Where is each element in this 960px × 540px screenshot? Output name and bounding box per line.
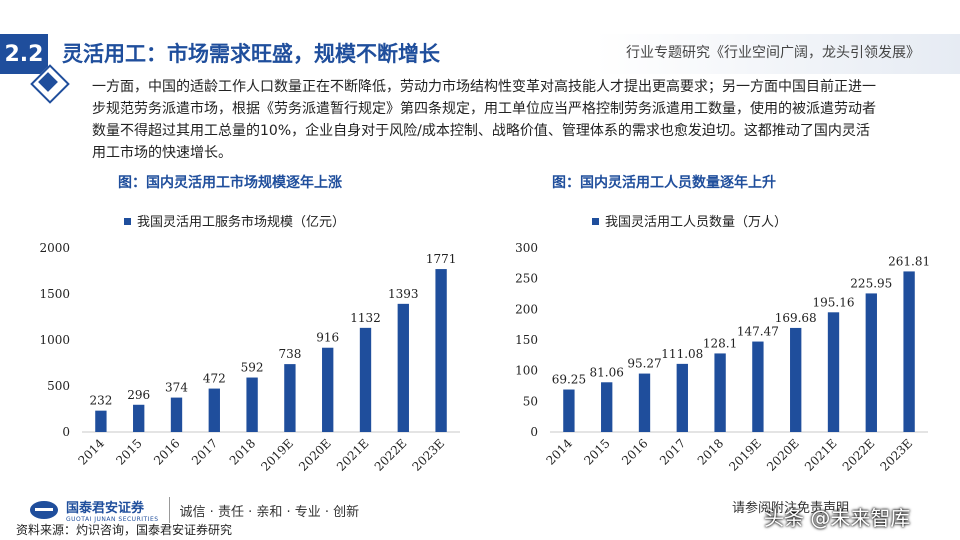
workforce-legend-swatch <box>592 218 599 225</box>
market-size-x-tick-label: 2021E <box>334 436 372 474</box>
disclaimer-note: 请参阅附注免责声明 <box>732 501 850 516</box>
workforce-x-tick-label: 2022E <box>840 436 878 474</box>
workforce-y-tick-label: 200 <box>515 302 538 316</box>
workforce-y-tick-label: 0 <box>530 425 538 439</box>
workforce-bar <box>714 353 726 432</box>
workforce-x-tick-label: 2019E <box>726 436 764 474</box>
workforce-y-tick-label: 100 <box>515 364 538 378</box>
company-logo-icon <box>30 501 58 519</box>
workforce-x-tick-label: 2018 <box>695 436 726 467</box>
workforce-bar <box>752 341 764 432</box>
footer-divider <box>168 497 170 523</box>
market-size-value-label: 1132 <box>350 311 381 325</box>
market-size-x-tick-label: 2020E <box>296 436 334 474</box>
market-size-x-tick-label: 2014 <box>76 436 108 468</box>
market-size-value-label: 472 <box>203 372 226 386</box>
workforce-value-label: 95.27 <box>627 357 661 371</box>
market-size-value-label: 916 <box>316 331 339 345</box>
footer-brand: 国泰君安证券 GUOTAI JUNAN SECURITIES 诚信 · 责任 ·… <box>30 497 359 523</box>
workforce-x-tick-label: 2017 <box>657 436 688 467</box>
workforce-x-tick-label: 2023E <box>878 436 916 474</box>
market-size-x-tick-label: 2019E <box>258 436 296 474</box>
intro-paragraph: 一方面，中国的适龄工作人口数量正在不断降低，劳动力市场结构性变革对高技能人才提出… <box>92 79 876 161</box>
workforce-bar <box>601 382 613 432</box>
market-size-y-tick-label: 2000 <box>39 241 70 255</box>
market-size-value-label: 592 <box>241 361 264 375</box>
market-size-bar <box>322 347 334 432</box>
workforce-value-label: 261.81 <box>888 254 930 268</box>
workforce-bar <box>790 327 802 432</box>
market-size-bar <box>208 388 220 432</box>
market-size-x-tick-label: 2016 <box>151 436 182 467</box>
market-size-x-tick-label: 2017 <box>189 436 220 467</box>
workforce-y-tick-label: 250 <box>515 272 538 286</box>
market-size-value-label: 1393 <box>388 287 419 301</box>
market-size-bar <box>246 377 258 432</box>
workforce-bar <box>827 312 840 432</box>
workforce-value-label: 225.95 <box>850 276 892 290</box>
workforce-bar <box>903 271 915 432</box>
market-size-value-label: 232 <box>89 394 112 408</box>
market-size-value-label: 374 <box>165 381 188 395</box>
section-number-badge: 2.2 <box>0 34 48 74</box>
market-size-x-tick-label: 2015 <box>113 436 144 467</box>
workforce-value-label: 111.08 <box>661 347 703 361</box>
market-size-x-tick-label: 2023E <box>410 436 448 474</box>
workforce-x-tick-label: 2015 <box>581 436 612 467</box>
workforce-x-tick-label: 2016 <box>619 436 650 467</box>
logo-chinese-name: 国泰君安证券 <box>66 501 145 516</box>
workforce-y-tick-label: 300 <box>515 241 538 255</box>
market-size-y-tick-label: 1500 <box>39 287 70 301</box>
workforce-x-tick-label: 2014 <box>544 436 576 468</box>
market-size-bar <box>95 410 107 432</box>
workforce-value-label: 169.68 <box>775 311 817 325</box>
market-size-bar <box>284 364 296 432</box>
workforce-bar <box>676 363 688 432</box>
workforce-bar <box>865 293 877 432</box>
market-size-x-tick-label: 2018 <box>227 436 258 467</box>
workforce-value-label: 195.16 <box>813 295 855 309</box>
workforce-legend-label: 我国灵活用工人员数量（万人） <box>605 215 787 230</box>
workforce-value-label: 81.06 <box>590 365 624 379</box>
chart1-title: 图：国内灵活用工市场规模逐年上涨 <box>118 175 342 191</box>
page-title: 灵活用工：市场需求旺盛，规模不断增长 <box>62 42 440 66</box>
workforce-value-label: 69.25 <box>552 373 586 387</box>
market-size-legend-label: 我国灵活用工服务市场规模（亿元） <box>137 214 345 230</box>
workforce-bar <box>638 373 651 432</box>
chart2-title: 图：国内灵活用工人员数量逐年上升 <box>552 175 776 191</box>
market-size-bar <box>397 303 409 432</box>
title-bar <box>48 34 960 74</box>
market-size-chart: 我国灵活用工服务市场规模（亿元）050010001500200023220142… <box>39 214 460 474</box>
workforce-bar <box>563 389 575 432</box>
market-size-y-tick-label: 1000 <box>39 333 70 347</box>
data-source-note: 资料来源：灼识咨询，国泰君安证券研究 <box>16 523 233 537</box>
workforce-y-tick-label: 50 <box>523 394 538 408</box>
watermark: 头条 @未来智库 <box>764 506 911 530</box>
market-size-y-tick-label: 0 <box>62 425 70 439</box>
footer-slogan: 诚信 · 责任 · 亲和 · 专业 · 创新 <box>179 504 360 520</box>
market-size-bar <box>133 404 145 432</box>
market-size-legend-swatch <box>124 218 131 225</box>
market-size-bar <box>170 397 183 432</box>
workforce-count-chart: 我国灵活用工人员数量（万人） 0 50 100 150 200 250 300 69.25 201… <box>515 215 930 474</box>
workforce-x-tick-label: 2020E <box>764 436 802 474</box>
company-logo-text: 国泰君安证券 GUOTAI JUNAN SECURITIES <box>66 497 159 523</box>
logo-english-name: GUOTAI JUNAN SECURITIES <box>66 516 159 523</box>
market-size-value-label: 1771 <box>426 252 457 266</box>
market-size-value-label: 738 <box>278 347 301 361</box>
workforce-value-label: 147.47 <box>737 325 779 339</box>
workforce-value-label: 128.1 <box>703 336 737 350</box>
market-size-bar <box>435 269 447 432</box>
workforce-y-tick-label: 150 <box>515 333 538 347</box>
market-size-y-tick-label: 500 <box>47 379 70 393</box>
workforce-x-tick-label: 2021E <box>802 436 840 474</box>
report-subtitle: 行业专题研究《行业空间广阔，龙头引领发展》 <box>626 45 920 61</box>
market-size-x-tick-label: 2022E <box>372 436 410 474</box>
market-size-bar <box>359 327 372 432</box>
market-size-value-label: 296 <box>127 388 150 402</box>
